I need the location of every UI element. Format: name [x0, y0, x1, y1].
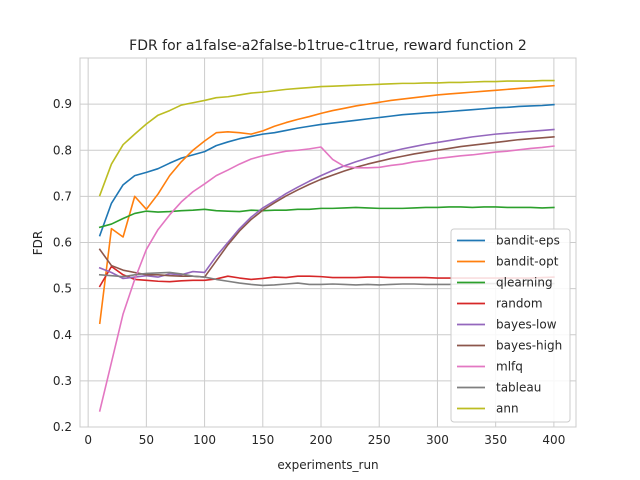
- legend-label: qlearning: [496, 276, 553, 290]
- x-axis-ticks: 0 50 100 150 200 250 300 350 400: [84, 433, 565, 447]
- x-tick-label: 400: [542, 433, 565, 447]
- series-line-bandit-eps: [98, 103, 555, 237]
- y-tick-label: 0.6: [53, 236, 72, 250]
- x-axis-title: experiments_run: [277, 458, 378, 472]
- legend: bandit-eps bandit-opt qlearning random bayes…: [450, 228, 571, 423]
- legend-label: random: [496, 297, 543, 311]
- series-line-qlearning: [98, 206, 555, 229]
- y-tick-label: 0.8: [53, 143, 72, 157]
- legend-label: tableau: [496, 381, 541, 395]
- legend-box: [450, 228, 571, 423]
- series-layer: [98, 79, 555, 412]
- x-tick-label: 150: [251, 433, 274, 447]
- series-line-mlfq: [98, 145, 555, 412]
- legend-label: bandit-opt: [496, 255, 559, 269]
- legend-label: bayes-low: [496, 318, 557, 332]
- grid: [80, 58, 576, 428]
- series-line-bayes-low: [98, 128, 555, 280]
- legend-label: bayes-high: [496, 339, 562, 353]
- y-axis-title: FDR: [31, 231, 45, 255]
- x-tick-label: 50: [139, 433, 154, 447]
- y-tick-label: 0.7: [53, 189, 72, 203]
- chart-title: FDR for a1false-a2false-b1true-c1true, r…: [129, 38, 527, 54]
- y-tick-label: 0.5: [53, 282, 72, 296]
- legend-label: bandit-eps: [496, 234, 560, 248]
- legend-label: ann: [496, 402, 519, 416]
- x-tick-label: 200: [310, 433, 333, 447]
- x-tick-label: 0: [84, 433, 92, 447]
- x-tick-label: 250: [368, 433, 391, 447]
- legend-label: mlfq: [496, 360, 523, 374]
- y-tick-label: 0.3: [53, 374, 72, 388]
- y-axis-ticks: 0.2 0.3 0.4 0.5 0.6 0.7 0.8 0.9: [53, 97, 72, 434]
- x-tick-label: 100: [193, 433, 216, 447]
- y-tick-label: 0.2: [53, 420, 72, 434]
- series-line-bandit-opt: [98, 84, 555, 325]
- y-tick-label: 0.9: [53, 97, 72, 111]
- x-tick-label: 350: [484, 433, 507, 447]
- x-tick-label: 300: [426, 433, 449, 447]
- y-tick-label: 0.4: [53, 328, 72, 342]
- series-line-bayes-high: [98, 136, 555, 278]
- series-line-ann: [98, 79, 555, 197]
